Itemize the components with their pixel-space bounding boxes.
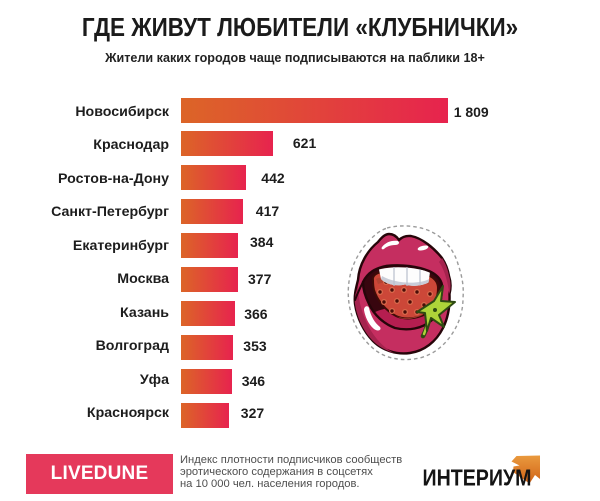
svg-text:ИНТЕРИУМ: ИНТЕРИУМ <box>423 465 532 491</box>
